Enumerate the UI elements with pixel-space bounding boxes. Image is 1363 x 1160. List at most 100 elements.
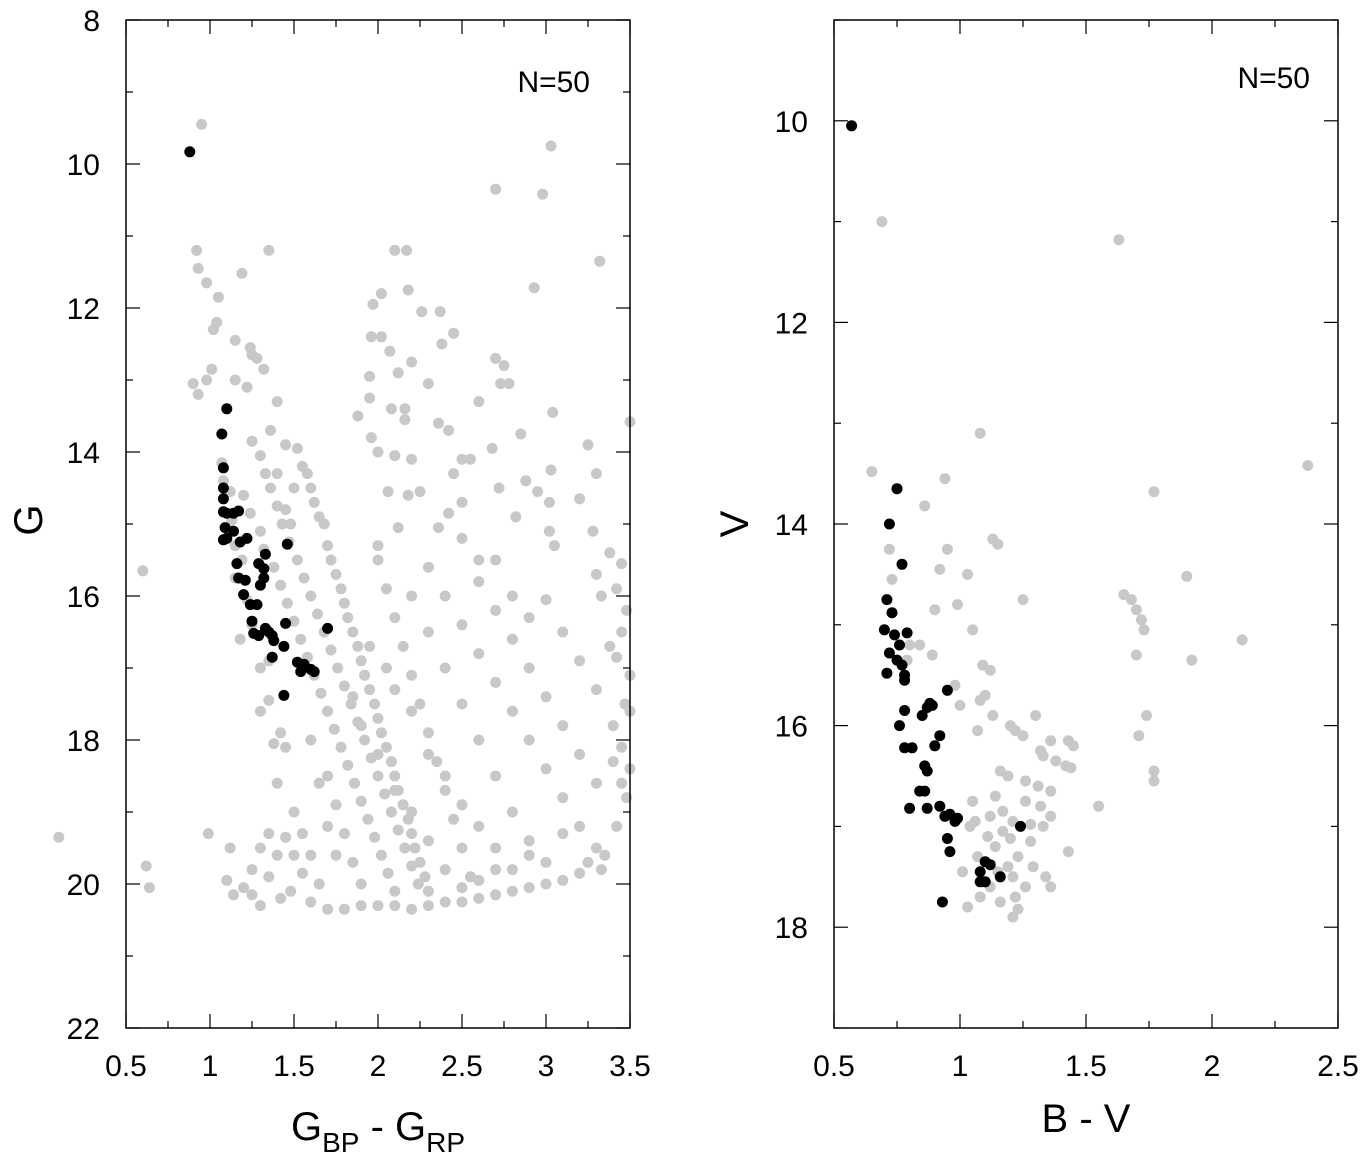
left-field-point [330, 849, 342, 861]
left-field-point [347, 856, 359, 868]
left-field-point [389, 900, 401, 912]
left-field-point [382, 486, 394, 498]
right-member-point [974, 866, 986, 878]
left-field-point [192, 388, 204, 400]
right-member-point [921, 765, 933, 777]
left-field-point [280, 439, 292, 451]
left-field-point [506, 705, 518, 717]
left-member-point [280, 617, 292, 629]
left-field-point [349, 777, 360, 789]
right-field-point [1113, 234, 1125, 246]
left-member-point [251, 599, 263, 611]
left-field-point [375, 727, 387, 739]
right-member-stars [846, 120, 1026, 908]
left-axis-ticks: 0.5 1 1.5 2 2.5 3 3.5 8 10 12 14 16 18 20 22 [67, 5, 651, 1083]
left-field-point [229, 334, 241, 346]
left-field-point [229, 374, 241, 386]
right-member-point [886, 607, 898, 619]
left-field-point [392, 784, 404, 796]
right-field-stars [866, 216, 1314, 923]
left-field-point [296, 828, 308, 840]
right-field-point [1141, 710, 1152, 721]
right-field-point [1002, 770, 1014, 782]
left-field-point [604, 640, 616, 652]
left-field-point [422, 561, 434, 573]
left-field-point [510, 511, 522, 523]
right-field-point [919, 500, 931, 512]
right-field-point [974, 694, 986, 706]
right-member-point [899, 669, 911, 681]
left-field-point [332, 662, 344, 674]
left-field-point [380, 662, 392, 674]
left-field-point [276, 518, 288, 530]
left-field-point [372, 770, 384, 782]
left-field-point [402, 489, 414, 501]
left-field-point [545, 464, 557, 476]
left-field-point [574, 867, 586, 879]
left-member-point [268, 635, 280, 647]
left-field-point [254, 842, 266, 854]
right-x-tick-label: 0.5 [813, 1050, 855, 1083]
left-field-point [473, 576, 485, 588]
left-field-point [367, 298, 379, 310]
right-field-point [1020, 795, 1031, 807]
right-y-tick-label: 14 [775, 509, 808, 542]
right-field-point [1065, 762, 1077, 774]
left-field-point [604, 547, 616, 559]
left-field-point [587, 525, 599, 537]
left-field-point [397, 640, 409, 652]
left-x-tick-label: 2 [370, 1050, 387, 1083]
left-plot-frame [125, 19, 631, 1029]
left-field-point [322, 820, 334, 832]
left-field-point [540, 763, 552, 775]
left-field-point [599, 849, 611, 861]
left-field-point [419, 871, 431, 883]
left-field-point [291, 554, 303, 566]
left-field-point [540, 691, 552, 703]
left-field-point [616, 558, 628, 570]
left-field-point [389, 885, 401, 897]
right-field-point [974, 891, 986, 903]
left-field-point [506, 590, 518, 602]
right-field-point [1012, 851, 1024, 863]
left-field-point [254, 705, 266, 717]
left-field-point [595, 590, 607, 602]
left-field-point [406, 669, 418, 681]
left-member-point [228, 525, 239, 537]
left-x-label-minus: - [359, 1105, 395, 1149]
left-field-point [318, 518, 330, 530]
left-field-point [355, 795, 367, 807]
right-member-point [894, 639, 905, 651]
right-field-point [972, 725, 984, 737]
left-field-point [473, 820, 485, 832]
left-field-point [254, 525, 266, 537]
left-member-point [278, 689, 290, 701]
left-field-point [271, 468, 283, 480]
right-member-point [883, 518, 895, 530]
right-field-point [1148, 775, 1160, 787]
right-field-point [962, 568, 974, 580]
left-field-point [372, 554, 384, 566]
right-field-point [1025, 836, 1037, 847]
left-field-point [254, 662, 266, 674]
right-x-tick-label: 1 [952, 1050, 969, 1083]
left-field-point [238, 489, 250, 501]
left-field-point [595, 864, 607, 876]
left-field-point [364, 684, 376, 696]
right-member-point [896, 558, 908, 570]
left-member-point [219, 522, 231, 534]
left-field-stars [53, 118, 636, 915]
left-field-point [590, 684, 602, 696]
left-y-tick-label: 8 [83, 5, 100, 38]
left-field-point [548, 540, 560, 552]
left-member-point [217, 462, 229, 474]
left-field-point [263, 871, 275, 883]
left-field-point [431, 756, 443, 768]
right-field-point [952, 599, 963, 611]
left-field-point [313, 777, 325, 789]
left-field-point [385, 756, 397, 768]
left-field-point [281, 597, 293, 609]
right-field-point [1027, 861, 1039, 873]
right-x-tick-label: 2.5 [1317, 1050, 1359, 1083]
left-field-point [434, 306, 446, 318]
